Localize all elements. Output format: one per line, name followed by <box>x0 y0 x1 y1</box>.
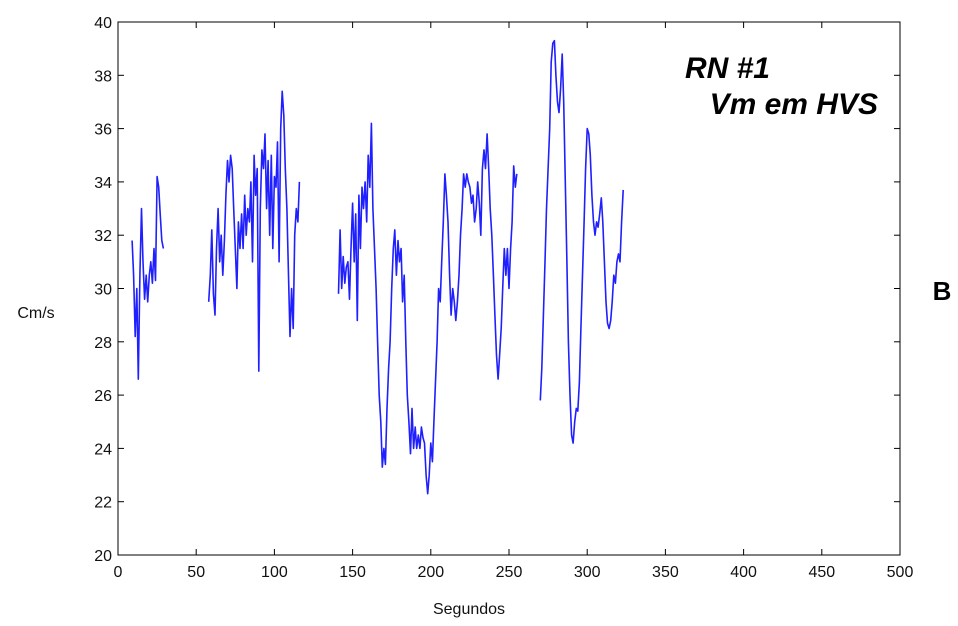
series-group <box>131 39 624 495</box>
x-axis-ticks: 0 50 100 150 200 250 300 350 400 450 500 <box>114 22 914 581</box>
y-tick-label: 34 <box>94 175 112 192</box>
y-tick-label: 24 <box>94 441 112 458</box>
x-tick-label: 100 <box>261 564 288 581</box>
annotation-line-1: RN #1 <box>685 52 770 85</box>
x-tick-label: 200 <box>417 564 444 581</box>
x-tick-label: 0 <box>114 564 123 581</box>
y-tick-label: 20 <box>94 548 112 565</box>
y-tick-label: 32 <box>94 228 112 245</box>
y-tick-label: 30 <box>94 282 112 299</box>
x-tick-label: 400 <box>730 564 757 581</box>
x-tick-label: 350 <box>652 564 679 581</box>
panel-label: B <box>933 276 952 306</box>
series-line-segment <box>131 175 165 380</box>
y-tick-label: 38 <box>94 68 112 85</box>
y-axis-ticks: 20 22 24 26 28 30 32 34 36 38 40 <box>94 15 900 565</box>
x-tick-label: 50 <box>187 564 205 581</box>
x-tick-label: 150 <box>339 564 366 581</box>
x-tick-label: 450 <box>808 564 835 581</box>
y-axis-label: Cm/s <box>17 305 54 322</box>
x-axis-label: Segundos <box>433 601 505 618</box>
series-line-segment <box>207 90 301 372</box>
y-tick-label: 26 <box>94 388 112 405</box>
annotation-line-2: Vm em HVS <box>710 88 878 121</box>
y-tick-label: 22 <box>94 495 112 512</box>
series-line-segment <box>539 39 624 444</box>
x-tick-label: 500 <box>887 564 914 581</box>
x-tick-label: 300 <box>574 564 601 581</box>
y-tick-label: 40 <box>94 15 112 32</box>
y-tick-label: 36 <box>94 122 112 139</box>
series-line-segment <box>337 122 518 495</box>
y-tick-label: 28 <box>94 335 112 352</box>
x-tick-label: 250 <box>496 564 523 581</box>
